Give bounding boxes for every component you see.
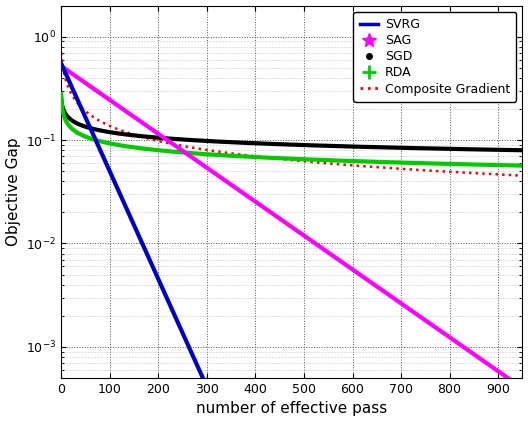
SAG <box>270 211 277 216</box>
SVRG <box>81 113 88 118</box>
Composite Gradient <box>58 50 64 55</box>
Line: SVRG: SVRG <box>61 64 522 422</box>
RDA <box>81 134 88 139</box>
SGD <box>519 148 525 153</box>
SAG <box>519 386 525 391</box>
Composite Gradient <box>506 173 512 178</box>
SGD <box>421 146 428 151</box>
Composite Gradient <box>506 173 512 178</box>
Composite Gradient <box>270 156 277 161</box>
SGD <box>506 147 512 152</box>
SGD <box>58 96 64 101</box>
SAG <box>506 376 512 381</box>
RDA <box>282 156 289 161</box>
Legend: SVRG, SAG, SGD, RDA, Composite Gradient: SVRG, SAG, SGD, RDA, Composite Gradient <box>353 12 516 102</box>
Composite Gradient <box>519 173 525 178</box>
RDA <box>58 91 64 96</box>
Line: RDA: RDA <box>61 94 522 165</box>
Line: SGD: SGD <box>61 99 522 150</box>
X-axis label: number of effective pass: number of effective pass <box>196 401 388 417</box>
RDA <box>506 163 512 168</box>
Composite Gradient <box>81 108 88 113</box>
Composite Gradient <box>282 157 289 162</box>
RDA <box>270 155 277 160</box>
SGD <box>270 141 277 146</box>
Line: Composite Gradient: Composite Gradient <box>61 53 522 176</box>
SGD <box>506 147 512 152</box>
SVRG <box>58 61 64 66</box>
SGD <box>282 142 289 147</box>
Line: SAG: SAG <box>61 66 522 388</box>
SAG <box>506 376 512 381</box>
SAG <box>58 64 64 69</box>
RDA <box>421 161 428 166</box>
Y-axis label: Objective Gap: Objective Gap <box>6 138 21 246</box>
RDA <box>506 163 512 168</box>
SGD <box>81 124 88 129</box>
RDA <box>519 163 525 168</box>
SAG <box>282 220 289 225</box>
SAG <box>81 80 88 85</box>
SAG <box>421 317 428 322</box>
Composite Gradient <box>421 168 428 173</box>
